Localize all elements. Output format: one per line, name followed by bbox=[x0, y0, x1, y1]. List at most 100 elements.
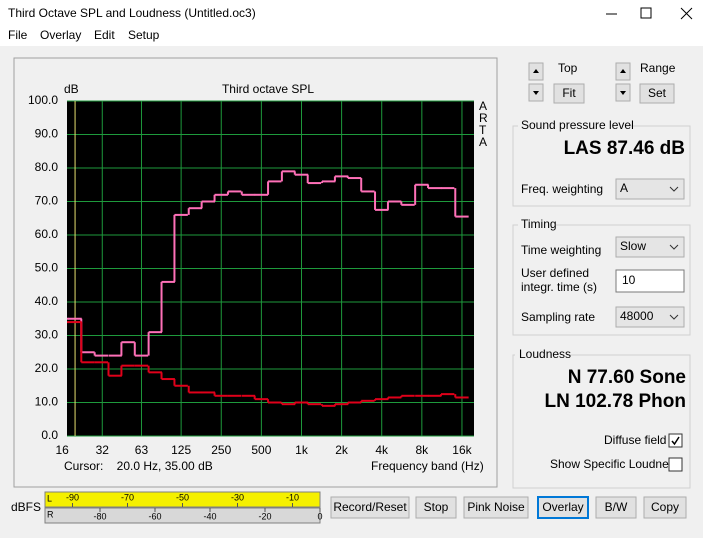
group-heading: Sound pressure level bbox=[521, 118, 634, 132]
menu-item[interactable]: Setup bbox=[128, 28, 160, 42]
button-label: Copy bbox=[651, 500, 679, 514]
menu-item[interactable]: Edit bbox=[94, 28, 115, 42]
label: Time weighting bbox=[521, 243, 601, 257]
y-tick-label: 40.0 bbox=[35, 294, 59, 308]
x-tick-label: 16k bbox=[452, 443, 472, 457]
button[interactable] bbox=[643, 496, 687, 519]
x-tick-label: 16 bbox=[55, 443, 69, 457]
y-tick-label: 70.0 bbox=[35, 194, 59, 208]
arrow bbox=[620, 91, 626, 95]
x-tick-label: 250 bbox=[211, 443, 231, 457]
y-tick-label: 90.0 bbox=[35, 127, 59, 141]
button-label: B/W bbox=[605, 500, 628, 514]
text-input[interactable] bbox=[615, 269, 685, 293]
button[interactable] bbox=[537, 496, 589, 519]
x-tick-label: 32 bbox=[96, 443, 110, 457]
meter-tick-label: -40 bbox=[203, 511, 216, 521]
spl-reading: LAS 87.46 dB bbox=[564, 138, 685, 159]
checkbox-label: Diffuse field bbox=[604, 433, 666, 447]
button-label: Overlay bbox=[542, 500, 583, 514]
dropdown-value: Slow bbox=[620, 239, 646, 253]
chart-title: Third octave SPL bbox=[222, 82, 314, 96]
group-heading: Loudness bbox=[519, 347, 571, 361]
y-tick-label: 0.0 bbox=[41, 428, 58, 442]
y-tick-label: 50.0 bbox=[35, 261, 59, 275]
button[interactable] bbox=[595, 496, 637, 519]
label: User defined bbox=[521, 266, 589, 280]
button[interactable] bbox=[463, 496, 529, 519]
y-tick-label: 80.0 bbox=[35, 160, 59, 174]
meter-tick-label: -80 bbox=[93, 511, 106, 521]
loudness-n: N 77.60 Sone bbox=[568, 367, 686, 388]
button-label: Stop bbox=[424, 500, 449, 514]
channel-label: R bbox=[47, 509, 54, 519]
meter-tick-label: -50 bbox=[176, 492, 189, 502]
dropdown[interactable]: 48000 bbox=[615, 306, 685, 328]
meter-row bbox=[44, 507, 321, 524]
dropdown[interactable]: Slow bbox=[615, 236, 685, 258]
dropdown[interactable]: A bbox=[615, 178, 685, 200]
label: Freq. weighting bbox=[521, 182, 603, 196]
chevron bbox=[669, 244, 679, 250]
label: Top bbox=[558, 61, 578, 75]
button-row: Record/Reset Stop Pink Noise Overlay B/W Copy bbox=[330, 496, 687, 519]
meter-tick-label: -70 bbox=[121, 492, 134, 502]
meter-tick-label: -10 bbox=[286, 492, 299, 502]
arrow bbox=[533, 91, 539, 95]
window-title: Third Octave SPL and Loudness (Untitled.… bbox=[8, 6, 256, 20]
dropdown-value: 48000 bbox=[620, 309, 654, 323]
y-tick-label: 30.0 bbox=[35, 328, 59, 342]
group-gap bbox=[515, 348, 567, 361]
fit-button[interactable] bbox=[553, 83, 585, 104]
group-box bbox=[512, 354, 691, 489]
set-button[interactable] bbox=[639, 83, 675, 104]
button-label: Pink Noise bbox=[467, 500, 525, 514]
group-heading: Timing bbox=[521, 217, 557, 231]
close-button[interactable] bbox=[680, 7, 693, 20]
arrow bbox=[533, 69, 539, 73]
menu-item[interactable]: Overlay bbox=[40, 28, 81, 42]
meter-tick-label: -20 bbox=[258, 511, 271, 521]
dropdown-value: A bbox=[620, 181, 628, 195]
y-tick-label: 100.0 bbox=[28, 93, 58, 107]
label: Sampling rate bbox=[521, 310, 595, 324]
plot: 0.0 10.0 20.0 30.0 40.0 50.0 60.0 70.0 80.0 90.0 1… bbox=[28, 93, 474, 457]
dropdown-box bbox=[615, 306, 685, 328]
range-controls: Top Fit Range Set bbox=[528, 61, 676, 104]
y-tick-label: 20.0 bbox=[35, 361, 59, 375]
button-label: Record/Reset bbox=[333, 500, 407, 514]
button[interactable] bbox=[330, 496, 410, 519]
y-tick-label: 60.0 bbox=[35, 227, 59, 241]
meter-tick-label: -90 bbox=[66, 492, 79, 502]
check-mark bbox=[671, 436, 680, 446]
channel-label: L bbox=[47, 493, 52, 503]
meter-tick-label: -30 bbox=[231, 492, 244, 502]
meter-tick-label: 0 bbox=[317, 511, 322, 521]
meter-tick-label: -60 bbox=[148, 511, 161, 521]
maximize-button[interactable] bbox=[640, 7, 652, 19]
x-axis-label: Frequency band (Hz) bbox=[371, 459, 484, 473]
group-gap bbox=[518, 218, 556, 231]
dropdown-box bbox=[615, 236, 685, 258]
input-value: 10 bbox=[622, 273, 636, 287]
button[interactable] bbox=[415, 496, 457, 519]
meter-label: dBFS bbox=[11, 500, 41, 514]
x-tick-label: 125 bbox=[171, 443, 191, 457]
side-label: ARTA bbox=[479, 99, 488, 149]
x-tick-label: 500 bbox=[251, 443, 271, 457]
dropdown-box bbox=[615, 178, 685, 200]
chevron bbox=[669, 314, 679, 320]
checkbox[interactable] bbox=[668, 457, 683, 472]
x-tick-label: 4k bbox=[375, 443, 389, 457]
checkbox[interactable] bbox=[668, 433, 683, 448]
label: integr. time (s) bbox=[521, 280, 597, 294]
menu-item[interactable]: File bbox=[8, 28, 28, 42]
series-group bbox=[67, 170, 469, 407]
button-label: Set bbox=[648, 86, 667, 100]
title-bar bbox=[0, 0, 703, 28]
group-box bbox=[512, 224, 691, 336]
button-label: Fit bbox=[562, 86, 576, 100]
y-unit: dB bbox=[64, 82, 79, 96]
